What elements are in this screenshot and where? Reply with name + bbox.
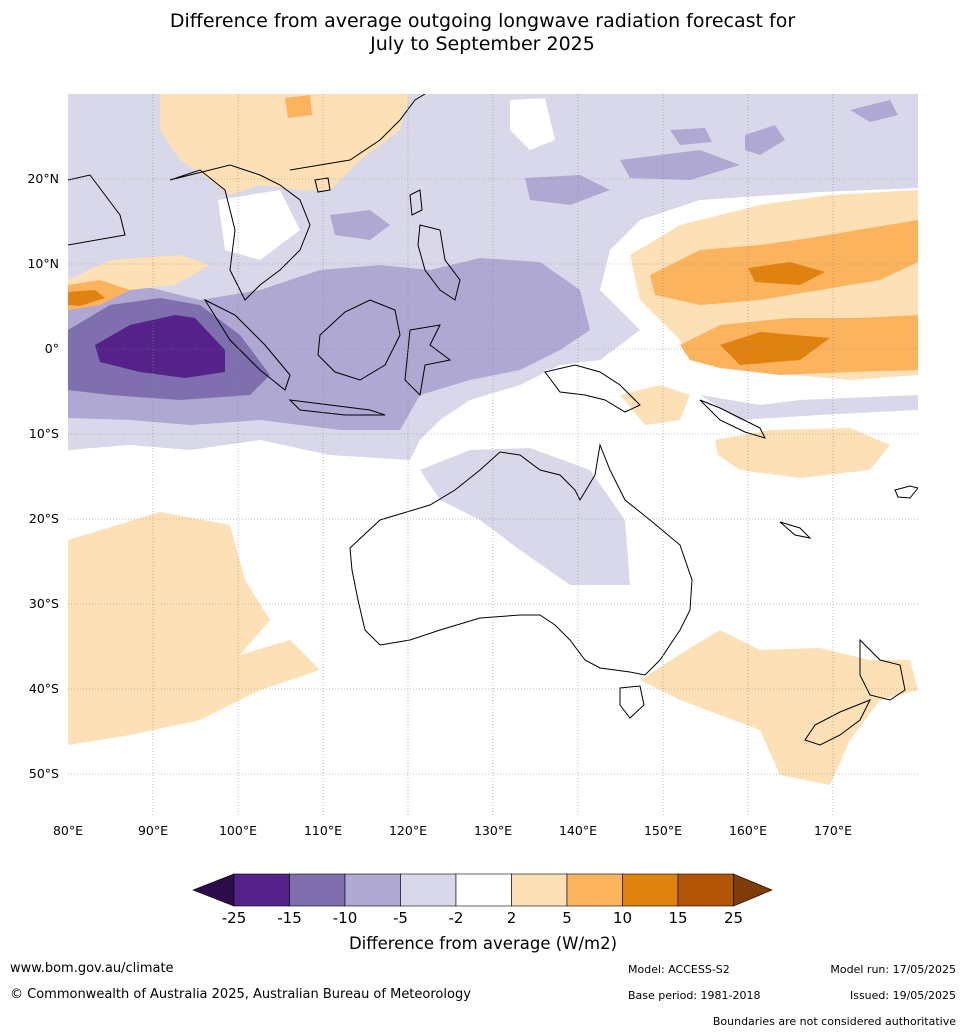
colorbar: -25 -15 -10 -5 -2 2 5 10 15 25 Differenc… (192, 873, 773, 953)
colorbar-tick-labels: -25 -15 -10 -5 -2 2 5 10 15 25 (222, 909, 743, 927)
colorbar-tick-label: -2 (449, 909, 464, 927)
title-line-2: July to September 2025 (370, 33, 595, 55)
colorbar-right-extension (733, 873, 773, 907)
anomaly-region-light-purple-australia (420, 448, 630, 585)
lon-label: 170°E (814, 823, 852, 838)
model-name: Model: ACCESS-S2 (628, 963, 730, 976)
anomaly-region-light-orange-asia (160, 94, 410, 195)
issued-date: Issued: 19/05/2025 (849, 989, 956, 1002)
colorbar-bin (511, 873, 568, 907)
colorbar-title: Difference from average (W/m2) (349, 934, 617, 953)
lon-label: 130°E (474, 823, 512, 838)
lon-label: 150°E (644, 823, 682, 838)
latitude-labels: 20°N 10°N 0° 10°S 20°S 30°S 40°S 50°S (27, 171, 59, 781)
colorbar-tick-label: 15 (668, 909, 687, 927)
lon-label: 120°E (389, 823, 427, 838)
anomaly-region-light-orange-tasman (640, 630, 918, 785)
colorbar-bin (455, 873, 512, 907)
lat-label: 50°S (29, 766, 59, 781)
anomaly-region-light-orange-south-indian (68, 512, 320, 745)
model-run-date: Model run: 17/05/2025 (830, 963, 956, 976)
anomaly-region-light-orange-coral-sea (620, 385, 690, 425)
anomaly-region-deep-purple-indian (95, 315, 225, 378)
anomaly-region-medium-purple-pacific (620, 150, 740, 180)
coastline-solomon-islands (699, 399, 766, 439)
anomaly-region-neutral-ne (510, 98, 555, 150)
coastline-borneo (317, 299, 401, 381)
colorbar-tick-label: -5 (393, 909, 408, 927)
colorbar-bin (622, 873, 679, 907)
coastline-new-zealand-north (859, 638, 906, 701)
anomaly-region-medium-purple-philippine (525, 175, 610, 205)
coastline-philippines (417, 224, 461, 301)
lat-label: 10°N (27, 256, 59, 271)
colorbar-tick-label: 2 (507, 909, 517, 927)
anomaly-region-medium-purple-nw-pacific (745, 125, 785, 155)
coastline-indochina (169, 164, 311, 301)
anomaly-region-light-purple-south-pacific (700, 395, 918, 420)
lon-label: 140°E (559, 823, 597, 838)
lat-label: 30°S (29, 596, 59, 611)
colorbar-left-extension (192, 873, 235, 907)
lat-label: 20°S (29, 511, 59, 526)
anomaly-region-dark-orange-equatorial-pacific (720, 332, 830, 365)
anomaly-region-orange-china (285, 95, 312, 118)
coastline-new-guinea (544, 364, 641, 413)
colorbar-bin (400, 873, 457, 907)
lon-label: 90°E (138, 823, 168, 838)
coastline-sumatra (203, 298, 291, 391)
anomaly-region-medium-purple-far-pacific (850, 100, 898, 122)
anomaly-region-medium-purple-scs (330, 210, 390, 240)
colorbar-tick-label: 25 (724, 909, 743, 927)
coastline-sulawesi (404, 324, 452, 397)
anomaly-region-medium-purple-central-pacific (670, 128, 712, 145)
chart-title: Difference from average outgoing longwav… (0, 10, 965, 56)
anomaly-region-neutral-indochina (218, 190, 300, 260)
lat-label: 40°S (29, 681, 59, 696)
coastline-hainan (314, 177, 331, 193)
coastline-fiji (894, 485, 918, 499)
lat-label: 20°N (27, 171, 59, 186)
colorbar-tick-label: -10 (333, 909, 358, 927)
colorbar-tick-label: -25 (222, 909, 247, 927)
website-link[interactable]: www.bom.gov.au/climate (10, 961, 174, 976)
coastline-taiwan (409, 189, 423, 216)
coastline-australia (349, 443, 693, 676)
colorbar-bin (677, 873, 734, 907)
colorbar-bin (289, 873, 346, 907)
base-period: Base period: 1981-2018 (628, 989, 761, 1002)
anomaly-region-orange-north-pacific (650, 220, 918, 305)
anomaly-region-dark-orange-north-pacific (748, 262, 825, 285)
anomaly-region-neutral-png (545, 362, 640, 420)
coastline-new-caledonia (779, 521, 812, 539)
coastline-india (68, 174, 126, 246)
anomaly-region-dark-orange-bay-of-bengal (68, 290, 105, 306)
coastlines (68, 94, 918, 746)
coastline-china (289, 94, 426, 171)
coastline-java (288, 399, 386, 416)
lat-label: 10°S (29, 426, 59, 441)
lon-label: 100°E (219, 823, 257, 838)
lat-label: 0° (45, 341, 59, 356)
copyright-notice: © Commonwealth of Australia 2025, Austra… (10, 987, 471, 1002)
colorbar-bin (566, 873, 623, 907)
colorbar-bin (233, 873, 290, 907)
title-line-1: Difference from average outgoing longwav… (169, 10, 796, 32)
colorbar-tick-label: 5 (562, 909, 572, 927)
colorbar-tick-label: 10 (613, 909, 632, 927)
lon-label: 80°E (53, 823, 83, 838)
anomaly-region-light-orange-sw-pacific (715, 428, 890, 478)
boundary-disclaimer: Boundaries are not considered authoritat… (712, 1015, 956, 1028)
colorbar-tick-label: -15 (277, 909, 302, 927)
lon-label: 110°E (304, 823, 342, 838)
coastline-new-zealand-south (804, 699, 872, 746)
lon-label: 160°E (729, 823, 767, 838)
coastline-tasmania (619, 685, 645, 719)
longitude-labels: 80°E 90°E 100°E 110°E 120°E 130°E 140°E … (53, 823, 852, 838)
gridlines (68, 94, 918, 816)
colorbar-bin (344, 873, 401, 907)
